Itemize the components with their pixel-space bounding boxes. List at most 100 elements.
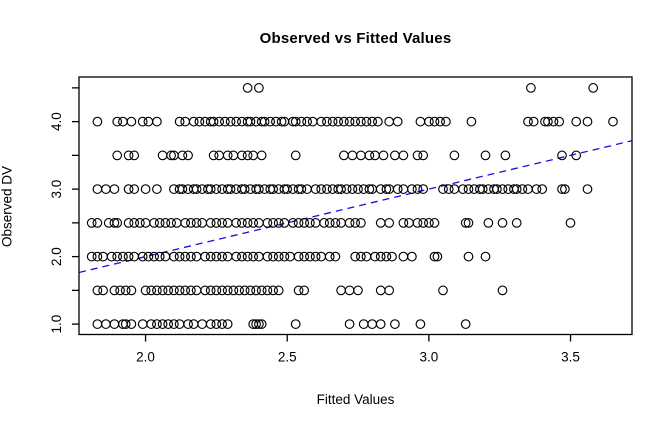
data-point <box>163 319 174 329</box>
data-point <box>293 218 304 228</box>
data-point <box>432 251 443 262</box>
data-point <box>174 319 185 329</box>
y-tick-label: 1.0 <box>49 315 64 334</box>
data-point <box>112 218 123 228</box>
data-point <box>262 251 273 262</box>
data-point <box>254 251 264 262</box>
data-point <box>367 116 378 127</box>
data-point <box>375 251 386 262</box>
data-point <box>154 218 165 228</box>
data-point <box>511 218 522 228</box>
data-point <box>231 116 242 127</box>
data-point <box>157 285 168 296</box>
data-point <box>466 116 477 127</box>
data-point <box>120 285 131 296</box>
data-point <box>222 319 233 329</box>
data-point <box>404 218 414 228</box>
data-point <box>290 319 301 329</box>
data-point <box>588 83 599 93</box>
data-point <box>177 184 188 194</box>
x-tick-label: 3.0 <box>419 350 438 365</box>
data-point <box>310 184 321 194</box>
data-point <box>177 150 188 161</box>
data-point <box>480 150 491 161</box>
data-point <box>109 285 120 296</box>
data-point <box>101 184 111 194</box>
data-point <box>98 285 108 296</box>
data-point <box>373 116 383 127</box>
data-point <box>327 116 338 127</box>
data-point <box>237 218 247 228</box>
data-point <box>608 116 618 127</box>
data-point <box>92 285 103 296</box>
y-axis-label: Observed DV <box>0 165 15 248</box>
data-point <box>500 150 511 161</box>
data-point <box>375 218 386 228</box>
data-point <box>222 150 233 161</box>
data-point <box>118 251 128 262</box>
data-point <box>424 218 434 228</box>
data-point <box>237 150 247 161</box>
data-point <box>251 285 261 296</box>
data-point <box>543 116 553 127</box>
data-point <box>418 184 429 194</box>
data-point <box>183 319 193 329</box>
data-point <box>231 218 242 228</box>
data-point <box>285 251 295 262</box>
data-point <box>279 251 290 262</box>
data-point <box>341 184 352 194</box>
data-point <box>231 251 242 262</box>
data-point <box>152 319 162 329</box>
data-point <box>356 116 366 127</box>
data-point <box>367 319 378 329</box>
data-point <box>211 251 222 262</box>
data-point <box>112 150 123 161</box>
data-point <box>296 184 307 194</box>
data-point <box>356 218 366 228</box>
data-point <box>251 319 261 329</box>
data-point <box>140 285 151 296</box>
chart-title: Observed vs Fitted Values <box>259 30 452 47</box>
data-point <box>560 184 570 194</box>
data-point <box>412 150 423 161</box>
data-point <box>234 285 244 296</box>
data-point <box>214 116 225 127</box>
data-point <box>310 218 321 228</box>
data-point <box>211 319 222 329</box>
x-tick-label: 2.0 <box>136 350 155 365</box>
data-point <box>571 150 582 161</box>
data-point <box>163 285 174 296</box>
data-point <box>548 116 559 127</box>
data-point <box>112 251 123 262</box>
data-point <box>582 184 593 194</box>
data-point <box>222 285 233 296</box>
data-point <box>497 218 508 228</box>
data-point <box>415 319 426 329</box>
data-point <box>248 251 259 262</box>
data-point <box>254 218 264 228</box>
data-point <box>463 184 474 194</box>
data-point <box>228 150 239 161</box>
data-point <box>293 285 304 296</box>
data-point <box>296 116 307 127</box>
data-point <box>356 251 366 262</box>
data-point <box>302 116 312 127</box>
data-point <box>146 285 157 296</box>
data-point <box>293 251 304 262</box>
data-point <box>211 218 222 228</box>
data-point <box>523 116 533 127</box>
data-point <box>200 251 210 262</box>
data-point <box>483 218 494 228</box>
data-point <box>262 285 273 296</box>
data-point <box>92 251 103 262</box>
data-point <box>126 319 137 329</box>
data-point <box>441 116 451 127</box>
data-point <box>324 218 335 228</box>
data-point <box>347 184 358 194</box>
data-point <box>460 218 471 228</box>
data-point <box>242 83 253 93</box>
data-point <box>180 218 191 228</box>
data-point <box>137 116 148 127</box>
data-point <box>429 218 440 228</box>
data-point <box>375 319 386 329</box>
